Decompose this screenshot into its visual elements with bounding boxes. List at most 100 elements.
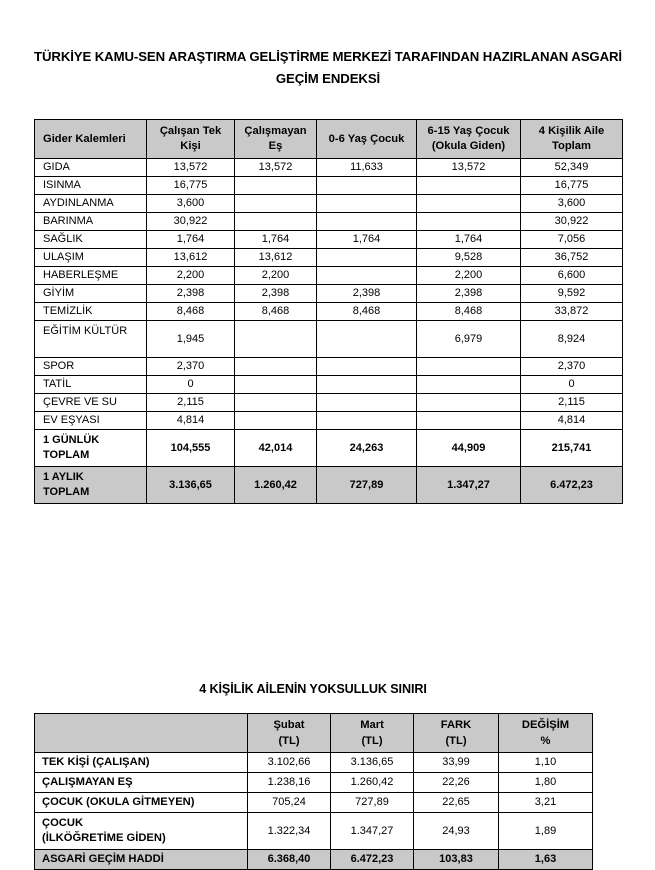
column-header-mart: Mart (TL)	[330, 713, 414, 753]
poverty-section-title: 4 KİŞİLİK AİLENİN YOKSULLUK SINIRI	[199, 682, 427, 696]
label-line: TOPLAM	[43, 486, 90, 498]
expense-cell-value: 8,468	[234, 302, 317, 321]
table-row: EV EŞYASI 4,814 4,814	[34, 411, 623, 430]
expense-cell-value: 6,979	[416, 320, 521, 358]
poverty-cell-value: 1.260,42	[330, 772, 414, 793]
column-header-line: Çalışmayan	[244, 125, 307, 137]
expense-item-label: AYDINLANMA	[34, 194, 147, 213]
expense-cell-value: 1,764	[316, 230, 417, 249]
poverty-row-label: TEK KİŞİ (ÇALIŞAN)	[34, 752, 248, 773]
label-line: TOPLAM	[43, 449, 90, 461]
expense-cell-value: 13,612	[146, 248, 235, 267]
expense-total-value: 727,89	[316, 466, 417, 504]
expense-cell-value	[416, 357, 521, 376]
expense-cell-value: 8,468	[316, 302, 417, 321]
expense-total-value: 44,909	[416, 429, 521, 467]
expense-cell-value: 11,633	[316, 158, 417, 177]
expense-total-value: 24,263	[316, 429, 417, 467]
expense-total-label: 1 AYLIK TOPLAM	[34, 466, 147, 504]
poverty-cell-value: 3.102,66	[247, 752, 331, 773]
expense-cell-value: 3,600	[146, 194, 235, 213]
expense-table-body: GIDA 13,572 13,572 11,633 13,572 52,349 ISINMA…	[34, 158, 623, 504]
expense-total-value: 1.347,27	[416, 466, 521, 504]
expense-total-value: 104,555	[146, 429, 235, 467]
column-header-line: Gider Kalemleri	[43, 132, 126, 145]
poverty-cell-value: 705,24	[247, 792, 331, 813]
expense-total-label: 1 GÜNLÜK TOPLAM	[34, 429, 147, 467]
column-header-line: 6-15 Yaş Çocuk	[427, 125, 510, 137]
expense-total-row: 1 AYLIK TOPLAM 3.136,65 1.260,42 727,89 1.347…	[34, 466, 623, 504]
expense-cell-value: 2,200	[416, 266, 521, 285]
expense-cell-value: 2,115	[520, 393, 623, 412]
expense-cell-value: 2,398	[316, 284, 417, 303]
expense-cell-value: 13,612	[234, 248, 317, 267]
expense-cell-value	[234, 194, 317, 213]
poverty-cell-value: 3.136,65	[330, 752, 414, 773]
expense-cell-value	[234, 212, 317, 231]
label-line: ÇALIŞMAYAN EŞ	[42, 776, 133, 788]
expense-cell-value	[234, 320, 317, 358]
column-header-6-15-yas-cocuk: 6-15 Yaş Çocuk (Okula Giden)	[416, 119, 521, 159]
expense-item-label: EV EŞYASI	[34, 411, 147, 430]
poverty-cell-value: 1.322,34	[247, 812, 331, 850]
column-header-0-6-yas-cocuk: 0-6 Yaş Çocuk	[316, 119, 417, 159]
expense-cell-value: 4,814	[146, 411, 235, 430]
poverty-cell-value: 22,26	[413, 772, 499, 793]
column-header-line: Mart	[360, 719, 384, 731]
label-line: 1 AYLIK	[43, 471, 84, 483]
expense-cell-value: 2,200	[146, 266, 235, 285]
poverty-table-header-row: Şubat (TL) Mart (TL) FARK (TL) DEĞİŞİM %	[34, 713, 593, 753]
expense-cell-value: 0	[146, 375, 235, 394]
expense-cell-value	[416, 212, 521, 231]
expense-cell-value: 2,200	[234, 266, 317, 285]
expense-cell-value: 30,922	[520, 212, 623, 231]
expense-cell-value	[416, 411, 521, 430]
column-header-line: FARK	[440, 719, 472, 731]
expense-cell-value: 4,814	[520, 411, 623, 430]
table-row: AYDINLANMA 3,600 3,600	[34, 194, 623, 213]
expense-cell-value: 2,370	[146, 357, 235, 376]
expense-item-label: GİYİM	[34, 284, 147, 303]
column-header-gider-kalemleri: Gider Kalemleri	[34, 119, 147, 159]
table-row: ISINMA 16,775 16,775	[34, 176, 623, 195]
expense-cell-value	[316, 411, 417, 430]
expense-cell-value: 3,600	[520, 194, 623, 213]
table-row: TATİL 0 0	[34, 375, 623, 394]
poverty-table-body: TEK KİŞİ (ÇALIŞAN) 3.102,66 3.136,65 33,99 1…	[34, 752, 593, 870]
expense-cell-value	[234, 393, 317, 412]
expense-item-label: GIDA	[34, 158, 147, 177]
expense-item-label: TEMİZLİK	[34, 302, 147, 321]
expense-total-value: 215,741	[520, 429, 623, 467]
expense-cell-value: 0	[520, 375, 623, 394]
expense-cell-value: 7,056	[520, 230, 623, 249]
expense-item-label: EĞİTİM KÜLTÜR	[34, 320, 147, 358]
expense-cell-value	[316, 176, 417, 195]
column-header-line: Çalışan Tek	[159, 125, 222, 137]
table-row: GİYİM 2,398 2,398 2,398 2,398 9,592	[34, 284, 623, 303]
column-header-line: Kişi	[180, 140, 201, 152]
poverty-cell-value: 24,93	[413, 812, 499, 850]
expense-cell-value	[234, 411, 317, 430]
expense-cell-value: 2,115	[146, 393, 235, 412]
expense-cell-value: 33,872	[520, 302, 623, 321]
table-row: SAĞLIK 1,764 1,764 1,764 1,764 7,056	[34, 230, 623, 249]
expense-cell-value: 2,398	[416, 284, 521, 303]
column-header-degisim: DEĞİŞİM %	[498, 713, 593, 753]
table-row: TEMİZLİK 8,468 8,468 8,468 8,468 33,872	[34, 302, 623, 321]
column-header-line: (Okula Giden)	[431, 140, 506, 152]
expense-cell-value: 1,764	[234, 230, 317, 249]
expense-cell-value	[416, 375, 521, 394]
expense-cell-value: 2,398	[234, 284, 317, 303]
column-header-calisan-tek-kisi: Çalışan Tek Kişi	[146, 119, 235, 159]
table-row: BARINMA 30,922 30,922	[34, 212, 623, 231]
expense-total-value: 3.136,65	[146, 466, 235, 504]
poverty-cell-value: 1.347,27	[330, 812, 414, 850]
expense-total-value: 42,014	[234, 429, 317, 467]
poverty-cell-value: 33,99	[413, 752, 499, 773]
column-header-subat: Şubat (TL)	[247, 713, 331, 753]
poverty-cell-value: 1,10	[498, 752, 593, 773]
expense-cell-value: 30,922	[146, 212, 235, 231]
expense-item-label: TATİL	[34, 375, 147, 394]
expense-cell-value: 8,468	[146, 302, 235, 321]
expense-item-label: ULAŞIM	[34, 248, 147, 267]
